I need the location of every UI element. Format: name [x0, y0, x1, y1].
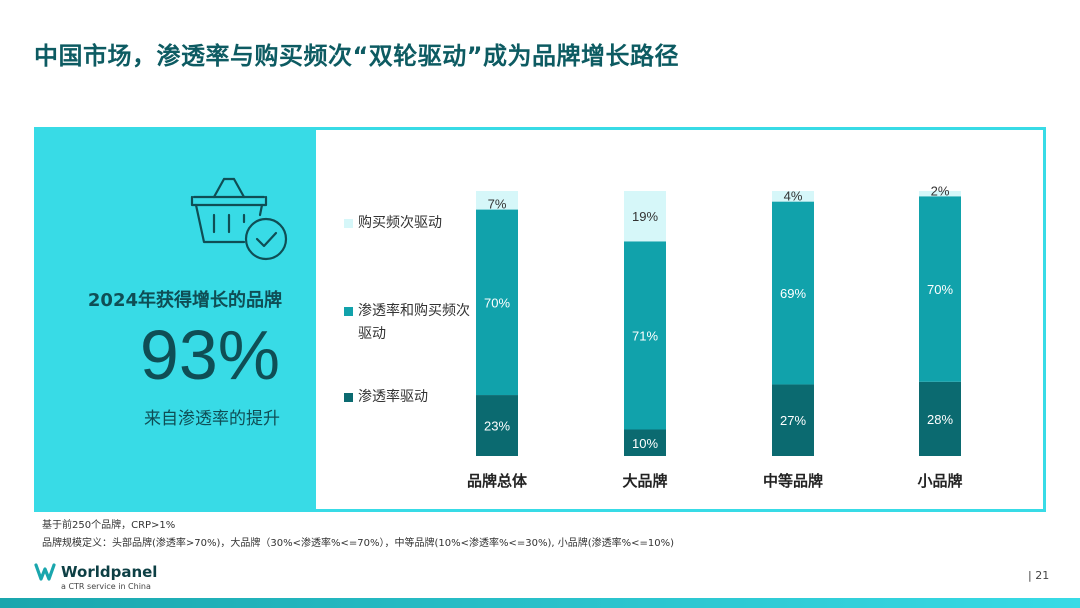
kpi-value: 93%	[139, 316, 280, 394]
bottom-accent-bar	[0, 598, 1080, 608]
kpi-panel: 2024年获得增长的品牌 93% 来自渗透率的提升	[34, 127, 316, 512]
legend-item-frequency: 购买频次驱动	[344, 212, 478, 235]
bar-segment	[476, 191, 518, 210]
bar-value-label: 7%	[488, 197, 507, 212]
bar-segment	[624, 429, 666, 456]
kpi-label: 2024年获得增长的品牌	[87, 290, 282, 311]
brand-tagline: a CTR service in China	[61, 582, 151, 591]
bar-value-label: 70%	[927, 282, 953, 297]
slide-title: 中国市场，渗透率与购买频次“双轮驱动”成为品牌增长路径	[34, 42, 680, 70]
footnote-sample: 基于前250个品牌，CRP>1%	[42, 520, 176, 531]
shopping-basket-check-icon	[190, 177, 288, 261]
bar-value-label: 27%	[780, 413, 806, 428]
category-label: 小品牌	[917, 472, 962, 490]
bar-value-label: 28%	[927, 412, 953, 427]
bar-value-label: 4%	[784, 189, 803, 204]
legend-label: 购买频次驱动	[358, 215, 442, 231]
category-label: 中等品牌	[763, 472, 823, 490]
footnote-definition: 品牌规模定义：头部品牌(渗透率>70%)，大品牌（30%<渗透率%<=70%），…	[42, 538, 675, 549]
bar-value-label: 2%	[931, 183, 950, 198]
bar-segment	[476, 395, 518, 456]
bar-value-label: 23%	[484, 419, 510, 434]
bar-segment	[772, 384, 814, 456]
bar-value-label: 10%	[632, 436, 658, 451]
stacked-bar-chart: 23% 70% 7% 品牌总体 10% 71% 19% 大品牌 27% 69% 4% 中等品牌 28% 7…	[467, 183, 963, 490]
bar-segment	[624, 241, 666, 430]
bar-value-label: 19%	[632, 209, 658, 224]
legend-label: 渗透率和购买频次驱动	[358, 303, 470, 342]
legend-swatch	[344, 219, 353, 228]
legend-swatch	[344, 393, 353, 402]
legend-item-both: 渗透率和购买频次驱动	[344, 300, 478, 346]
kpi-subtext: 来自渗透率的提升	[144, 409, 280, 429]
bar-segment	[919, 191, 961, 197]
bar-segment	[772, 191, 814, 202]
page-number: | 21	[1028, 569, 1050, 582]
category-label: 大品牌	[622, 472, 667, 490]
legend-item-penetration: 渗透率驱动	[344, 386, 478, 409]
category-label: 品牌总体	[467, 472, 528, 490]
bar-segment	[919, 196, 961, 382]
bar-segment	[624, 191, 666, 242]
bar-value-label: 70%	[484, 295, 510, 310]
chart-panel: 购买频次驱动 渗透率和购买频次驱动 渗透率驱动 23% 70% 7% 品牌总体 10% 7…	[316, 127, 1046, 512]
legend-swatch	[344, 307, 353, 316]
legend-label: 渗透率驱动	[358, 389, 428, 405]
bar-value-label: 69%	[780, 286, 806, 301]
bar-segment	[772, 201, 814, 385]
bar-segment	[919, 381, 961, 456]
worldpanel-logo-icon	[34, 563, 56, 581]
bar-value-label: 71%	[632, 328, 658, 343]
bar-segment	[476, 209, 518, 396]
brand-name: Worldpanel	[61, 563, 158, 581]
